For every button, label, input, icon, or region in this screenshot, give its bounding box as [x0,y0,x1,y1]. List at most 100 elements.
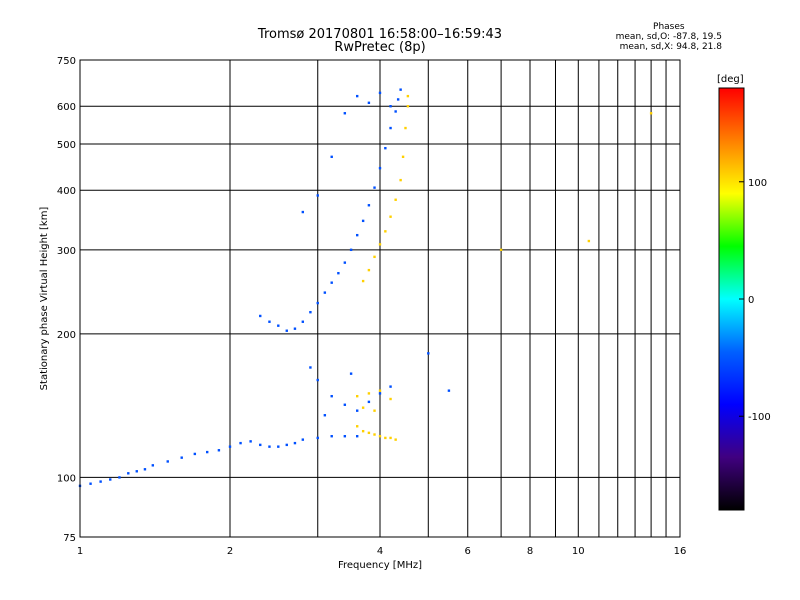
chart-subtitle: RwPretec (8p) [334,40,426,55]
data-point-o [180,456,183,459]
data-point-x [378,243,382,246]
data-point-o [151,464,155,467]
data-point-o [205,450,209,454]
data-point-o [355,409,359,412]
colorbar-tick-label: -100 [748,412,771,423]
phases-x-stats: mean, sd,X: 94.8, 21.8 [619,42,722,52]
data-point-o [268,445,271,448]
x-tick-label: 10 [572,546,585,557]
data-point-x [361,406,365,409]
data-point-o [293,441,297,445]
y-tick-label: 750 [57,56,76,67]
data-point-o [337,271,340,275]
y-tick-label: 400 [57,186,76,197]
data-point-x [378,435,382,438]
y-axis: 75 100 200 300 400 500 600 750 [57,56,76,544]
data-point-o [355,233,359,237]
x-tick-label: 6 [465,546,471,557]
y-tick-label: 200 [57,330,76,341]
grid [79,59,681,538]
data-point-x [384,230,387,233]
data-point-o [355,94,359,98]
data-point-o [239,441,242,445]
data-point-x [389,215,392,218]
data-point-o [330,155,333,159]
y-axis-label: Stationary phase Virtual Height [km] [39,207,50,391]
data-point-o [193,452,197,456]
data-point-o [89,482,92,485]
data-point-o [309,366,312,369]
data-point-o [293,327,297,330]
data-point-o [389,126,392,130]
data-point-x [406,105,410,108]
data-point-o [384,146,387,150]
data-point-o [228,445,232,448]
data-point-x [355,425,359,428]
data-point-o [316,301,319,305]
x-axis: 1 2 4 6 8 10 16 [77,546,687,557]
data-point-o [135,470,138,473]
data-point-o [323,291,327,294]
data-point-o [330,394,333,398]
plot-frame [79,59,681,538]
data-point-o [447,389,451,392]
data-point-x [404,126,407,130]
y-tick-label: 600 [57,102,76,113]
data-point-x [499,248,503,252]
data-point-o [394,110,397,113]
data-point-o [301,320,305,323]
data-point-o [285,329,288,332]
data-point-o [373,186,376,189]
x-tick-label: 8 [527,546,533,557]
data-point-o [99,480,102,483]
data-point-x [361,429,365,433]
data-point-x [587,239,591,243]
data-point-o [316,436,319,440]
data-point-o [396,98,400,101]
data-point-o [285,443,288,447]
data-point-o [127,472,130,475]
data-point-o [389,385,392,388]
x-tick-label: 1 [77,546,83,557]
phases-title: Phases [653,22,685,32]
data-point-o [378,166,382,170]
data-point-o [301,438,305,441]
data-point-o [343,112,347,115]
colorbar: [deg] 100 0 -100 [717,74,771,511]
data-point-o [389,105,392,108]
phases-legend: Phases mean, sd,O: -87.8, 19.5 mean, sd,… [616,22,722,52]
data-point-o [309,310,312,314]
data-point-x [394,198,397,201]
data-point-o [427,352,430,355]
data-point-o [378,392,382,395]
data-point-x [378,389,382,392]
data-point-o [249,440,252,443]
data-point-o [343,403,347,406]
data-point-o [330,435,333,438]
data-point-o [343,261,347,264]
data-point-o [367,400,371,404]
data-point-o [109,478,112,481]
phases-o-stats: mean, sd,O: -87.8, 19.5 [615,32,722,42]
x-axis-label: Frequency [MHz] [338,560,422,571]
data-point-o [259,314,262,318]
data-point-x [406,94,410,98]
data-point-o [277,445,280,448]
data-point-x [389,436,392,440]
data-point-o [143,468,147,471]
y-tick-label: 300 [57,246,76,257]
data-point-o [361,219,365,223]
data-point-x [367,431,371,435]
data-point-x [355,394,359,398]
data-point-x [367,392,371,395]
data-point-x [401,155,405,159]
data-point-o [166,460,169,463]
x-tick-label: 2 [227,546,233,557]
colorbar-label: [deg] [717,74,744,85]
data-point-o [217,449,221,452]
data-point-x [399,178,402,182]
data-point-o [316,194,319,197]
data-point-x [373,255,376,259]
data-point-o [301,210,305,214]
